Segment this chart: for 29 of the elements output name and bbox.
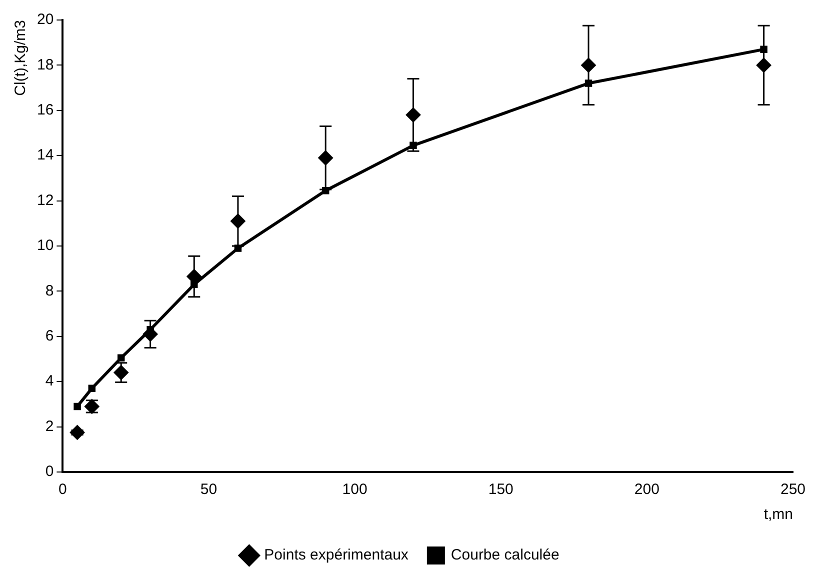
point — [234, 244, 242, 252]
legend-label: Courbe calculée — [450, 546, 560, 564]
x-tick-label: 100 — [342, 481, 368, 498]
y-tick-label: 10 — [36, 237, 54, 254]
point — [88, 384, 96, 392]
point — [117, 354, 125, 362]
point — [322, 187, 330, 194]
legend-label: Points expérimentaux — [264, 546, 409, 564]
y-tick-label: 6 — [45, 328, 54, 345]
y-tick-label: 20 — [36, 11, 54, 28]
point — [760, 46, 768, 53]
x-tick-label: 200 — [634, 481, 660, 498]
y-tick-label: 18 — [36, 56, 54, 74]
y-tick-label: 12 — [36, 192, 54, 209]
y-tick-label: 8 — [45, 282, 54, 300]
x-tick-label: 150 — [488, 481, 514, 498]
x-axis-title: t,mn — [764, 506, 793, 524]
y-tick-label: 4 — [45, 372, 54, 390]
y-axis-title: Cl(t),Kg/m3 — [12, 20, 30, 96]
point — [74, 402, 81, 410]
point — [584, 80, 592, 87]
y-tick-label: 14 — [36, 146, 54, 164]
x-tick-label: 0 — [58, 481, 67, 498]
y-tick-label: 0 — [45, 463, 54, 480]
x-tick-label: 50 — [200, 481, 218, 498]
y-tick-label: 2 — [45, 418, 54, 435]
x-tick-label: 250 — [780, 481, 806, 498]
y-tick-label: 16 — [36, 102, 54, 119]
point — [410, 142, 417, 150]
